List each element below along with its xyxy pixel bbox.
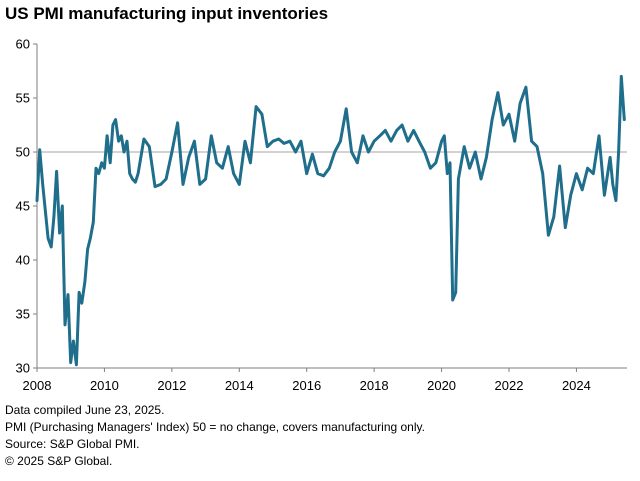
- y-tick-label: 50: [16, 145, 30, 160]
- x-tick-label: 2008: [23, 378, 52, 393]
- y-axis-ticks: 30 35 40 45 50 55 60: [16, 37, 37, 376]
- x-tick-label: 2014: [225, 378, 254, 393]
- x-tick-label: 2010: [90, 378, 119, 393]
- y-tick-label: 35: [16, 307, 30, 322]
- x-tick-label: 2022: [495, 378, 524, 393]
- x-axis-ticks: 2008 2010 2012 2014 2016 2018 2020 2022 2024: [23, 368, 591, 393]
- y-tick-label: 30: [16, 361, 30, 376]
- x-tick-label: 2016: [292, 378, 321, 393]
- series-line: [35, 74, 626, 367]
- note-copyright: © 2025 S&P Global.: [5, 454, 113, 468]
- x-tick-label: 2024: [562, 378, 591, 393]
- note-pmi-definition: PMI (Purchasing Managers' Index) 50 = no…: [5, 420, 425, 434]
- y-tick-label: 60: [16, 37, 30, 52]
- x-tick-label: 2018: [360, 378, 389, 393]
- y-tick-label: 55: [16, 91, 30, 106]
- x-tick-label: 2020: [427, 378, 456, 393]
- chart-notes: Data compiled June 23, 2025. PMI (Purcha…: [5, 402, 425, 470]
- y-tick-label: 45: [16, 199, 30, 214]
- chart-title: US PMI manufacturing input inventories: [5, 4, 329, 23]
- note-source: Source: S&P Global PMI.: [5, 437, 140, 451]
- note-date-compiled: Data compiled June 23, 2025.: [5, 403, 165, 417]
- x-tick-label: 2012: [157, 378, 186, 393]
- y-tick-label: 40: [16, 253, 30, 268]
